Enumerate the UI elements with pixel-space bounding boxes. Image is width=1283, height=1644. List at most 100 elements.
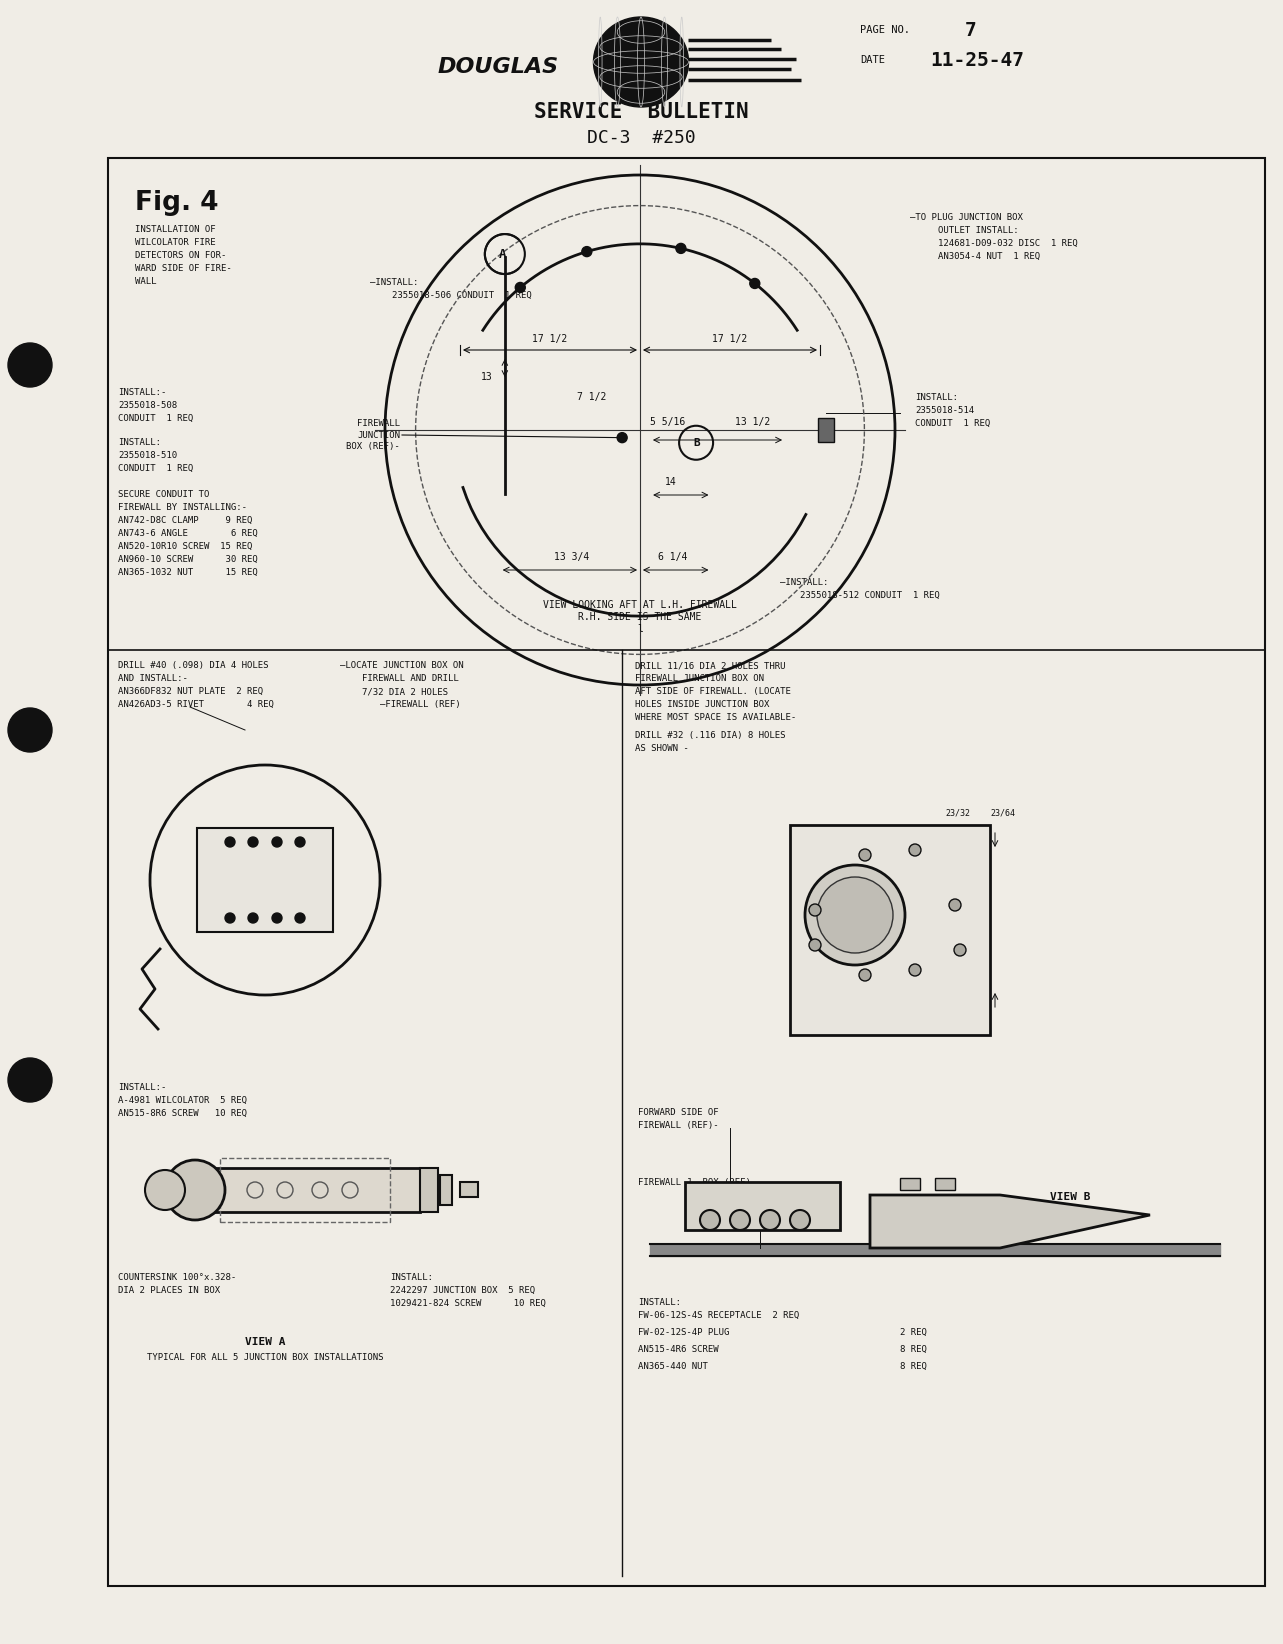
Circle shape [790, 1210, 810, 1230]
Text: AND INSTALL:-: AND INSTALL:- [118, 674, 187, 682]
Text: 7 1/2: 7 1/2 [577, 391, 607, 403]
Text: INSTALL:-: INSTALL:- [118, 388, 167, 396]
Text: AN743-6 ANGLE        6 REQ: AN743-6 ANGLE 6 REQ [118, 529, 258, 538]
Text: AN365-440 NUT: AN365-440 NUT [638, 1361, 708, 1371]
Text: OUTLET INSTALL:: OUTLET INSTALL: [938, 225, 1019, 235]
Circle shape [581, 247, 591, 256]
Text: 11-25-47: 11-25-47 [930, 51, 1024, 69]
Text: —INSTALL:: —INSTALL: [780, 579, 829, 587]
Ellipse shape [594, 16, 689, 107]
Polygon shape [870, 1195, 1150, 1248]
Circle shape [8, 344, 53, 386]
Circle shape [225, 912, 235, 922]
Text: INSTALL:: INSTALL: [118, 437, 160, 447]
Text: R.H. SIDE IS THE SAME: R.H. SIDE IS THE SAME [579, 612, 702, 621]
Text: AN366DF832 NUT PLATE  2 REQ: AN366DF832 NUT PLATE 2 REQ [118, 687, 263, 695]
Text: 17 1/2: 17 1/2 [532, 334, 567, 344]
Text: DETECTORS ON FOR-: DETECTORS ON FOR- [135, 252, 226, 260]
Text: FIREWALL AND DRILL: FIREWALL AND DRILL [362, 674, 459, 682]
Text: —FIREWALL (REF): —FIREWALL (REF) [380, 700, 461, 709]
Circle shape [676, 243, 686, 253]
Text: 1.625: 1.625 [269, 843, 299, 853]
Text: VIEW LOOKING AFT AT L.H. FIREWALL: VIEW LOOKING AFT AT L.H. FIREWALL [543, 600, 736, 610]
Text: 13 1/2: 13 1/2 [735, 418, 770, 427]
Circle shape [272, 912, 282, 922]
Text: FIREWALL J. BOX (REF)-: FIREWALL J. BOX (REF)- [638, 1179, 756, 1187]
Circle shape [760, 1210, 780, 1230]
Circle shape [701, 1210, 720, 1230]
Text: SERVICE  BULLETIN: SERVICE BULLETIN [534, 102, 748, 122]
Text: 23/32: 23/32 [830, 998, 854, 1008]
Text: CONDUIT  1 REQ: CONDUIT 1 REQ [118, 464, 194, 473]
Text: 13: 13 [481, 372, 493, 381]
Text: INSTALL:: INSTALL: [390, 1272, 432, 1282]
Text: 14: 14 [665, 477, 676, 487]
Text: A-4981 WILCOLATOR  5 REQ: A-4981 WILCOLATOR 5 REQ [118, 1097, 248, 1105]
Text: FW-06-12S-4S RECEPTACLE  2 REQ: FW-06-12S-4S RECEPTACLE 2 REQ [638, 1310, 799, 1320]
Text: FORWARD SIDE OF: FORWARD SIDE OF [638, 1108, 718, 1116]
Bar [420, 1167, 438, 1212]
Text: AN520-10R10 SCREW  15 REQ: AN520-10R10 SCREW 15 REQ [118, 543, 253, 551]
Text: AN365-1032 NUT      15 REQ: AN365-1032 NUT 15 REQ [118, 567, 258, 577]
Text: 2 REQ: 2 REQ [899, 1328, 926, 1337]
Text: INSTALL:-: INSTALL:- [118, 1083, 167, 1092]
Text: 23/32: 23/32 [946, 807, 970, 817]
Text: 2355018-506 CONDUIT  1 REQ: 2355018-506 CONDUIT 1 REQ [393, 291, 531, 299]
Text: A: A [499, 248, 507, 260]
Circle shape [225, 837, 235, 847]
Text: DATE: DATE [860, 54, 885, 66]
Text: —LOCATE JUNCTION BOX ON: —LOCATE JUNCTION BOX ON [340, 661, 463, 671]
Text: VIEW B: VIEW B [1049, 1192, 1091, 1202]
Text: AS SHOWN -: AS SHOWN - [635, 745, 689, 753]
Text: Fig. 4: Fig. 4 [135, 191, 218, 215]
Text: 5 5/16: 5 5/16 [650, 418, 685, 427]
Text: 2242297 JUNCTION BOX  5 REQ: 2242297 JUNCTION BOX 5 REQ [390, 1286, 535, 1295]
Text: B: B [694, 437, 701, 447]
Text: ← 23/64: ← 23/64 [930, 998, 965, 1008]
Circle shape [730, 1210, 751, 1230]
Text: DRILL #40 (.098) DIA 4 HOLES: DRILL #40 (.098) DIA 4 HOLES [118, 661, 268, 671]
Circle shape [810, 904, 821, 916]
Text: PAGE NO.: PAGE NO. [860, 25, 910, 35]
Bar [899, 1179, 920, 1190]
Text: 2355018-512 CONDUIT  1 REQ: 2355018-512 CONDUIT 1 REQ [801, 590, 939, 600]
Text: 7: 7 [965, 20, 976, 39]
Circle shape [749, 278, 760, 288]
Text: AN515-8R6 SCREW   10 REQ: AN515-8R6 SCREW 10 REQ [118, 1110, 248, 1118]
Text: SECURE CONDUIT TO: SECURE CONDUIT TO [118, 490, 209, 500]
Text: DRILL 11/16 DIA 2 HOLES THRU: DRILL 11/16 DIA 2 HOLES THRU [635, 661, 785, 671]
Circle shape [248, 912, 258, 922]
Text: COUNTERSINK 100°x.328-: COUNTERSINK 100°x.328- [118, 1272, 236, 1282]
Circle shape [8, 1059, 53, 1101]
Circle shape [8, 709, 53, 751]
Circle shape [617, 432, 627, 442]
Text: TYPICAL FOR ALL 5 JUNCTION BOX INSTALLATIONS: TYPICAL FOR ALL 5 JUNCTION BOX INSTALLAT… [146, 1353, 384, 1361]
Text: DRILL #32 (.116 DIA) 8 HOLES: DRILL #32 (.116 DIA) 8 HOLES [635, 732, 785, 740]
Text: AFT SIDE OF FIREWALL. (LOCATE: AFT SIDE OF FIREWALL. (LOCATE [635, 687, 790, 695]
Circle shape [860, 848, 871, 861]
Circle shape [248, 837, 258, 847]
Text: 23/64: 23/64 [990, 807, 1015, 817]
Text: 8 REQ: 8 REQ [899, 1345, 926, 1355]
Bar [685, 1182, 840, 1230]
Text: 17 1/2: 17 1/2 [712, 334, 748, 344]
Circle shape [810, 939, 821, 950]
Text: WARD SIDE OF FIRE-: WARD SIDE OF FIRE- [135, 265, 232, 273]
Text: AN515-4R6 SCREW: AN515-4R6 SCREW [638, 1345, 718, 1355]
Text: HOLES INSIDE JUNCTION BOX: HOLES INSIDE JUNCTION BOX [635, 700, 770, 709]
Bar [819, 418, 834, 442]
Text: 7/32 DIA 2 HOLES: 7/32 DIA 2 HOLES [362, 687, 448, 695]
Bar [210, 1167, 420, 1212]
Circle shape [949, 899, 961, 911]
Text: 8 REQ: 8 REQ [899, 1361, 926, 1371]
Circle shape [145, 1171, 185, 1210]
Text: —INSTALL:: —INSTALL: [370, 278, 418, 288]
Bar [108, 158, 1265, 1586]
Circle shape [955, 944, 966, 957]
Text: FIREWALL BY INSTALLING:-: FIREWALL BY INSTALLING:- [118, 503, 248, 511]
Text: DIA 2 PLACES IN BOX: DIA 2 PLACES IN BOX [118, 1286, 221, 1295]
Text: DOUGLAS: DOUGLAS [438, 58, 559, 77]
Text: DC-3  #250: DC-3 #250 [586, 128, 695, 146]
Text: FIREWALL
JUNCTION
BOX (REF)-: FIREWALL JUNCTION BOX (REF)- [346, 419, 400, 452]
Text: FW-02-12S-4P PLUG: FW-02-12S-4P PLUG [638, 1328, 729, 1337]
